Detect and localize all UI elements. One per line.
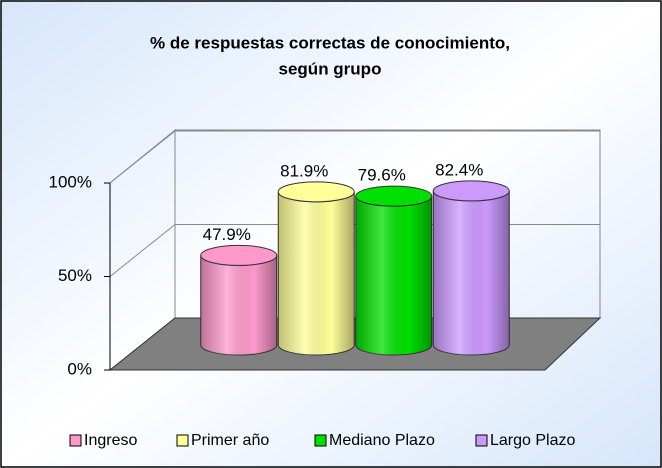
cylinder-top [432,180,510,202]
value-label: 47.9% [203,225,251,244]
floor [108,317,602,371]
legend-swatch [69,434,82,447]
value-label: 81.9% [280,161,328,180]
legend-label: Largo Plazo [490,432,575,449]
legend-label: Ingreso [84,432,137,449]
chart-title: % de respuestas correctas de conocimient… [150,33,510,52]
cylinder-top [355,185,433,207]
legend-swatch [475,434,488,447]
y-tick-label: 0% [67,359,92,378]
cylinder-shade [433,190,510,355]
value-label: 82.4% [435,160,483,179]
legend-label: Mediano Plazo [329,432,435,449]
legend-swatch [176,434,189,447]
legend-label: Primer año [191,432,269,449]
y-tick-label: 100% [49,172,92,191]
value-label: 79.6% [358,166,406,185]
grid-line [109,224,176,277]
y-tick-label: 50% [58,266,92,285]
cylinder-top [277,181,355,203]
grid-line [109,130,176,184]
chart-title: según grupo [279,59,382,78]
cylinder-top [200,244,278,266]
cylinder-shade [355,196,432,355]
cylinder-shade [200,255,277,355]
cylinder-shade [278,191,355,355]
legend-swatch [314,434,327,447]
